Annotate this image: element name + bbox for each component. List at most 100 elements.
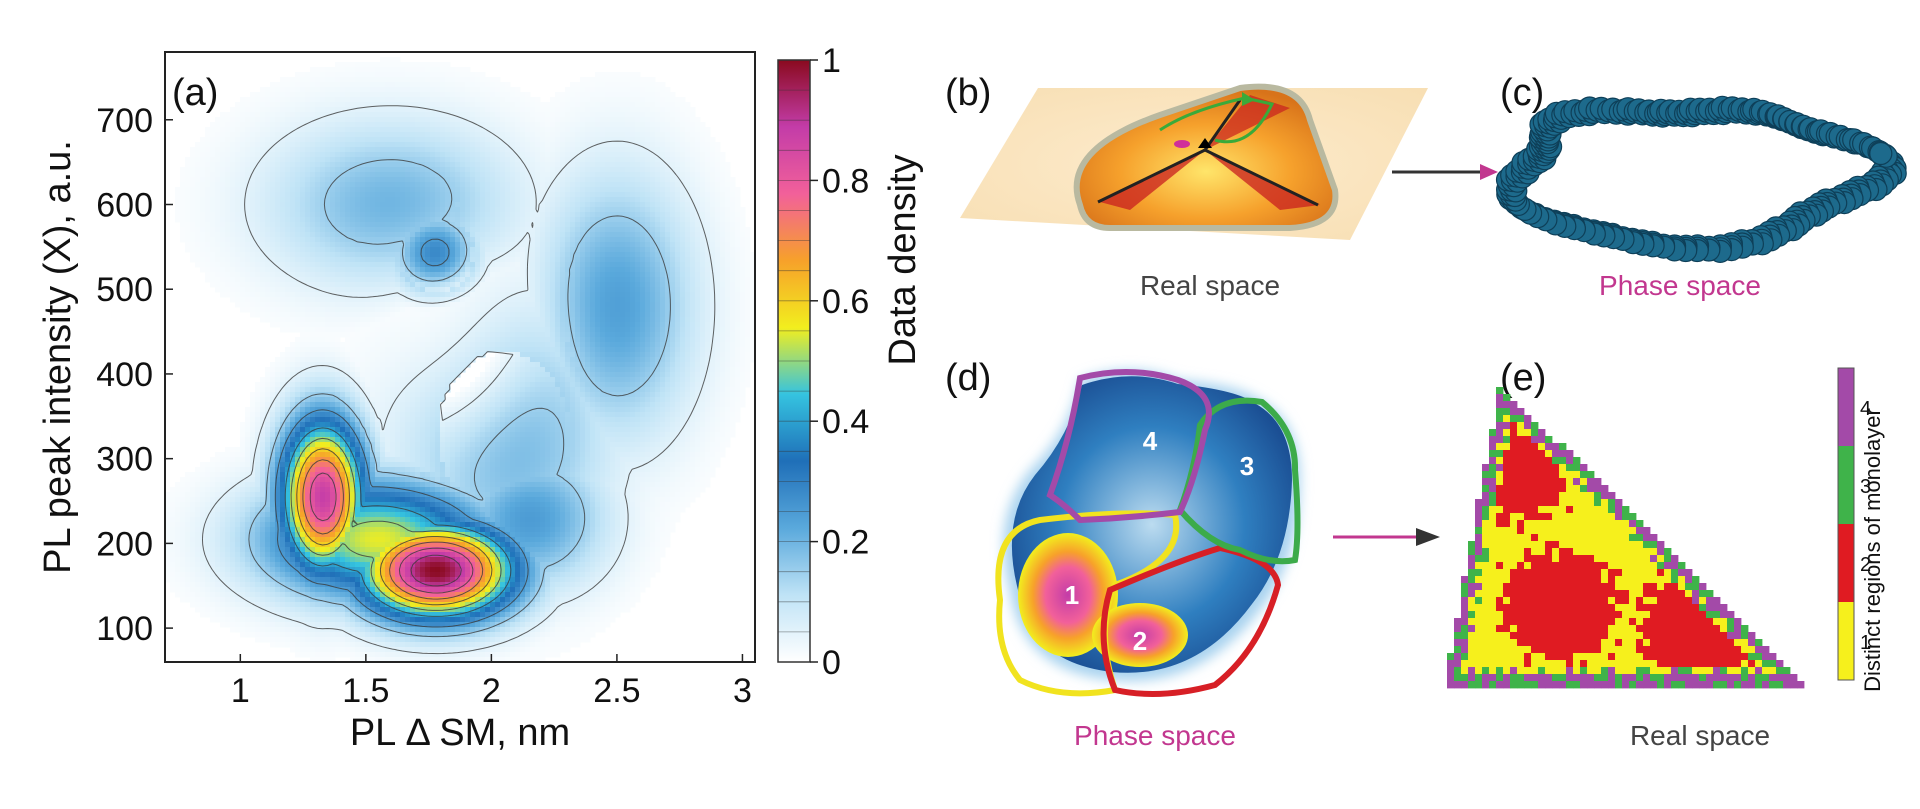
heatmap-cell	[590, 257, 596, 263]
heatmap-cell	[250, 177, 256, 183]
heatmap-cell	[525, 202, 531, 208]
heatmap-cell	[305, 202, 311, 208]
heatmap-cell	[385, 252, 391, 258]
heatmap-cell	[295, 232, 301, 238]
heatmap-cell	[335, 177, 341, 183]
heatmap-cell	[610, 227, 616, 233]
heatmap-cell	[310, 197, 316, 203]
heatmap-cell	[610, 87, 616, 93]
heatmap-cell	[430, 237, 436, 243]
heatmap-cell	[675, 222, 681, 228]
heatmap-cell	[655, 287, 661, 293]
heatmap-cell	[495, 77, 501, 83]
heatmap-cell	[565, 282, 571, 288]
heatmap-cell	[575, 207, 581, 213]
heatmap-cell	[305, 222, 311, 228]
heatmap-cell	[205, 267, 211, 273]
heatmap-cell	[680, 237, 686, 243]
heatmap-cell	[590, 117, 596, 123]
heatmap-cell	[505, 127, 511, 133]
heatmap-cell	[210, 167, 216, 173]
heatmap-cell	[455, 77, 461, 83]
heatmap-cell	[245, 127, 251, 133]
heatmap-cell	[390, 192, 396, 198]
heatmap-cell	[510, 122, 516, 128]
heatmap-cell	[200, 262, 206, 268]
heatmap-cell	[365, 87, 371, 93]
heatmap-cell	[645, 117, 651, 123]
heatmap-cell	[535, 252, 541, 258]
heatmap-cell	[250, 157, 256, 163]
heatmap-cell	[525, 102, 531, 108]
heatmap-cell	[360, 207, 366, 213]
heatmap-cell	[410, 142, 416, 148]
heatmap-cell	[335, 77, 341, 83]
heatmap-cell	[295, 267, 301, 273]
heatmap-cell	[670, 97, 676, 103]
heatmap-cell	[590, 172, 596, 178]
heatmap-cell	[415, 207, 421, 213]
heatmap-cell	[750, 252, 755, 258]
heatmap-cell	[470, 282, 476, 288]
heatmap-cell	[475, 202, 481, 208]
heatmap-cell	[680, 192, 686, 198]
heatmap-cell	[555, 237, 561, 243]
heatmap-cell	[315, 262, 321, 268]
heatmap-cell	[505, 102, 511, 108]
heatmap-cell	[635, 292, 641, 298]
heatmap-cell	[605, 137, 611, 143]
heatmap-cell	[330, 267, 336, 273]
heatmap-cell	[495, 277, 501, 283]
heatmap-cell	[655, 302, 661, 308]
heatmap-cell	[315, 192, 321, 198]
heatmap-cell	[235, 302, 241, 308]
heatmap-cell	[395, 302, 401, 308]
heatmap-cell	[470, 177, 476, 183]
heatmap-cell	[590, 97, 596, 103]
heatmap-cell	[375, 112, 381, 118]
heatmap-cell	[555, 122, 561, 128]
heatmap-cell	[210, 222, 216, 228]
heatmap-cell	[400, 282, 406, 288]
heatmap-cell	[640, 182, 646, 188]
heatmap-cell	[235, 222, 241, 228]
heatmap-cell	[220, 252, 226, 258]
heatmap-cell	[190, 242, 196, 248]
heatmap-cell	[635, 72, 641, 78]
heatmap-cell	[705, 247, 711, 253]
heatmap-cell	[410, 292, 416, 298]
heatmap-cell	[285, 187, 291, 193]
heatmap-cell	[380, 282, 386, 288]
heatmap-cell	[605, 112, 611, 118]
heatmap-cell	[380, 117, 386, 123]
heatmap-cell	[315, 107, 321, 113]
heatmap-cell	[205, 217, 211, 223]
heatmap-cell	[205, 197, 211, 203]
heatmap-cell	[315, 87, 321, 93]
heatmap-cell	[585, 197, 591, 203]
heatmap-cell	[295, 122, 301, 128]
heatmap-cell	[685, 127, 691, 133]
heatmap-cell	[550, 287, 556, 293]
heatmap-cell	[275, 167, 281, 173]
heatmap-cell	[570, 287, 576, 293]
heatmap-cell	[505, 242, 511, 248]
heatmap-cell	[570, 242, 576, 248]
heatmap-cell	[385, 217, 391, 223]
heatmap-cell	[665, 127, 671, 133]
heatmap-cell	[510, 102, 516, 108]
heatmap-cell	[210, 262, 216, 268]
heatmap-cell	[430, 287, 436, 293]
heatmap-cell	[635, 127, 641, 133]
heatmap-cell	[575, 107, 581, 113]
heatmap-cell	[605, 267, 611, 273]
heatmap-cell	[415, 132, 421, 138]
heatmap-cell	[280, 232, 286, 238]
heatmap-cell	[595, 297, 601, 303]
heatmap-cell	[650, 292, 656, 298]
heatmap-cell	[255, 222, 261, 228]
heatmap-cell	[325, 162, 331, 168]
heatmap-cell	[210, 247, 216, 253]
heatmap-cell	[605, 102, 611, 108]
heatmap-cell	[675, 207, 681, 213]
